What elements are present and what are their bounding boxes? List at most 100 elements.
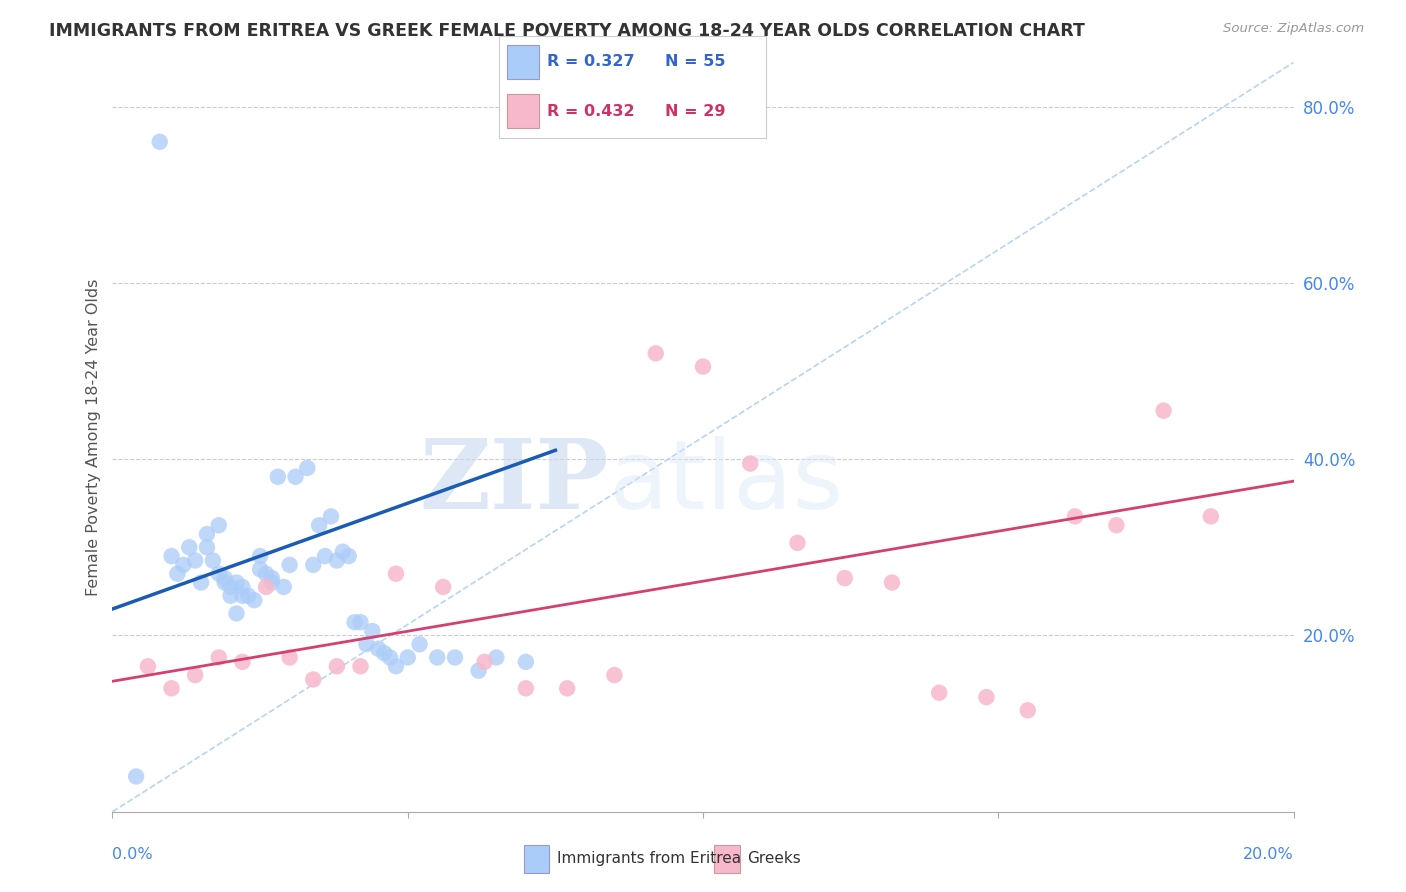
Point: [555, 681, 578, 696]
Point: [166, 566, 188, 581]
Point: [302, 673, 325, 687]
Point: [373, 646, 395, 660]
Point: [260, 571, 283, 585]
Point: [136, 659, 159, 673]
Text: atlas: atlas: [609, 435, 844, 529]
Point: [297, 461, 319, 475]
Point: [834, 571, 856, 585]
Point: [254, 566, 277, 581]
Point: [326, 553, 349, 567]
Point: [408, 637, 430, 651]
Point: [231, 589, 253, 603]
Point: [378, 650, 401, 665]
Point: [786, 536, 808, 550]
Point: [385, 659, 408, 673]
Point: [1105, 518, 1128, 533]
Point: [231, 655, 253, 669]
Text: N = 29: N = 29: [665, 103, 725, 119]
Bar: [524, 846, 550, 872]
Point: [485, 650, 508, 665]
Point: [225, 607, 247, 621]
Point: [278, 650, 301, 665]
Point: [426, 650, 449, 665]
Point: [337, 549, 360, 563]
Text: IMMIGRANTS FROM ERITREA VS GREEK FEMALE POVERTY AMONG 18-24 YEAR OLDS CORRELATIO: IMMIGRANTS FROM ERITREA VS GREEK FEMALE …: [49, 22, 1085, 40]
Text: Greeks: Greeks: [747, 852, 800, 866]
Point: [880, 575, 903, 590]
Point: [149, 135, 172, 149]
Point: [692, 359, 714, 374]
Point: [195, 541, 218, 555]
Point: [1064, 509, 1087, 524]
Point: [267, 469, 290, 483]
Text: Immigrants from Eritrea: Immigrants from Eritrea: [557, 852, 741, 866]
Text: 0.0%: 0.0%: [112, 847, 153, 862]
Point: [238, 589, 260, 603]
Point: [928, 686, 950, 700]
Text: 20.0%: 20.0%: [1243, 847, 1294, 862]
Point: [219, 589, 242, 603]
Point: [515, 655, 537, 669]
Point: [214, 571, 236, 585]
Point: [1017, 703, 1039, 717]
Point: [214, 575, 236, 590]
Point: [260, 575, 283, 590]
Point: [644, 346, 666, 360]
Point: [367, 641, 389, 656]
Text: N = 55: N = 55: [665, 54, 725, 70]
Point: [160, 681, 183, 696]
Point: [385, 566, 408, 581]
Point: [243, 593, 266, 607]
Point: [273, 580, 295, 594]
Point: [179, 541, 201, 555]
Point: [125, 769, 148, 783]
Point: [349, 659, 371, 673]
Point: [326, 659, 349, 673]
Point: [1199, 509, 1222, 524]
Point: [1153, 403, 1175, 417]
Point: [444, 650, 467, 665]
Point: [208, 566, 231, 581]
Point: [515, 681, 537, 696]
Point: [740, 457, 762, 471]
Point: [208, 518, 231, 533]
Point: [249, 562, 271, 576]
Point: [432, 580, 454, 594]
Point: [343, 615, 366, 630]
Point: [361, 624, 384, 638]
Point: [319, 509, 342, 524]
Y-axis label: Female Poverty Among 18-24 Year Olds: Female Poverty Among 18-24 Year Olds: [86, 278, 101, 596]
Text: R = 0.327: R = 0.327: [547, 54, 636, 70]
Point: [254, 580, 277, 594]
Text: ZIP: ZIP: [419, 435, 609, 529]
Point: [308, 518, 330, 533]
Point: [603, 668, 626, 682]
Point: [201, 553, 224, 567]
Point: [976, 690, 998, 705]
Point: [225, 575, 247, 590]
Point: [184, 668, 207, 682]
Point: [278, 558, 301, 572]
Point: [467, 664, 489, 678]
Point: [231, 580, 253, 594]
Point: [160, 549, 183, 563]
Point: [284, 469, 307, 483]
Point: [172, 558, 194, 572]
Bar: [508, 45, 540, 78]
Point: [249, 549, 271, 563]
Point: [356, 637, 378, 651]
Point: [208, 650, 231, 665]
Point: [190, 575, 212, 590]
Text: R = 0.432: R = 0.432: [547, 103, 636, 119]
Point: [314, 549, 336, 563]
Point: [195, 527, 218, 541]
Point: [302, 558, 325, 572]
Bar: [508, 95, 540, 128]
Point: [332, 544, 354, 558]
Bar: [714, 846, 740, 872]
Point: [219, 580, 242, 594]
Point: [474, 655, 496, 669]
Text: Source: ZipAtlas.com: Source: ZipAtlas.com: [1223, 22, 1364, 36]
Point: [396, 650, 419, 665]
Point: [184, 553, 207, 567]
